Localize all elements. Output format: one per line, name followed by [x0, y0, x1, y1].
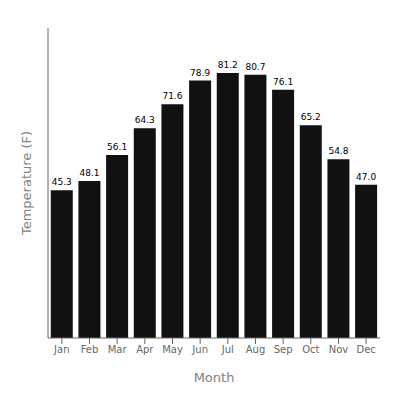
- svg-text:May: May: [162, 344, 183, 355]
- svg-text:Temperature (F): Temperature (F): [19, 131, 34, 236]
- svg-text:81.2: 81.2: [218, 60, 238, 70]
- svg-text:78.9: 78.9: [190, 68, 210, 78]
- svg-text:65.2: 65.2: [301, 112, 321, 122]
- svg-text:45.3: 45.3: [52, 177, 72, 187]
- svg-text:76.1: 76.1: [273, 77, 293, 87]
- svg-text:Jun: Jun: [191, 344, 208, 355]
- svg-text:Aug: Aug: [246, 344, 266, 355]
- svg-text:Oct: Oct: [302, 344, 319, 355]
- svg-text:56.1: 56.1: [107, 142, 127, 152]
- svg-text:Nov: Nov: [329, 344, 349, 355]
- svg-text:Sep: Sep: [274, 344, 293, 355]
- svg-text:71.6: 71.6: [162, 91, 182, 101]
- svg-text:Feb: Feb: [81, 344, 99, 355]
- svg-text:80.7: 80.7: [245, 62, 265, 72]
- svg-text:Month: Month: [194, 370, 235, 385]
- svg-text:Jan: Jan: [53, 344, 69, 355]
- svg-text:Apr: Apr: [136, 344, 154, 355]
- svg-text:Mar: Mar: [108, 344, 128, 355]
- svg-text:Jul: Jul: [221, 344, 234, 355]
- svg-text:47.0: 47.0: [356, 172, 376, 182]
- svg-text:54.8: 54.8: [328, 146, 348, 156]
- svg-text:64.3: 64.3: [135, 115, 155, 125]
- svg-text:48.1: 48.1: [79, 168, 99, 178]
- svg-text:Dec: Dec: [356, 344, 375, 355]
